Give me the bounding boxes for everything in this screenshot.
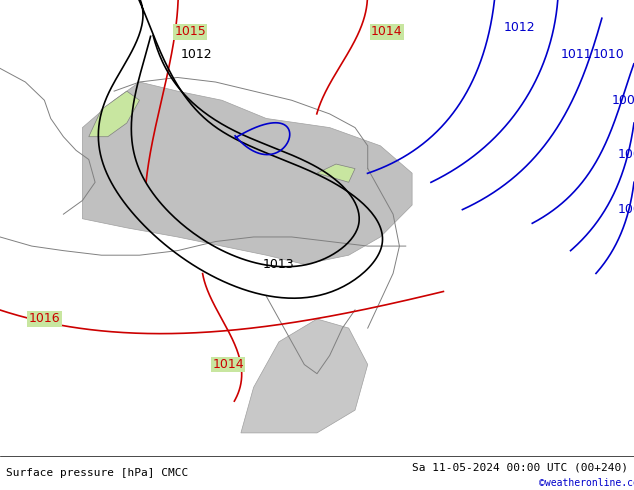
Text: 1014: 1014 xyxy=(212,358,244,371)
Text: 1009: 1009 xyxy=(612,94,634,107)
Text: 1007: 1007 xyxy=(618,203,634,216)
Polygon shape xyxy=(82,82,412,264)
Text: 1010: 1010 xyxy=(593,48,624,61)
Polygon shape xyxy=(89,91,139,137)
Polygon shape xyxy=(241,319,368,433)
Text: 1016: 1016 xyxy=(29,313,60,325)
Text: 1015: 1015 xyxy=(174,25,206,38)
Text: 1012: 1012 xyxy=(504,21,536,34)
Text: 1011: 1011 xyxy=(561,48,593,61)
Text: Sa 11-05-2024 00:00 UTC (00+240): Sa 11-05-2024 00:00 UTC (00+240) xyxy=(412,463,628,473)
Text: 1008: 1008 xyxy=(618,148,634,161)
Text: 1013: 1013 xyxy=(263,258,295,271)
Polygon shape xyxy=(317,164,355,182)
Text: 1012: 1012 xyxy=(181,48,212,61)
Text: ©weatheronline.co.uk: ©weatheronline.co.uk xyxy=(539,478,634,488)
Text: Surface pressure [hPa] CMCC: Surface pressure [hPa] CMCC xyxy=(6,468,188,478)
Text: 1014: 1014 xyxy=(371,25,403,38)
